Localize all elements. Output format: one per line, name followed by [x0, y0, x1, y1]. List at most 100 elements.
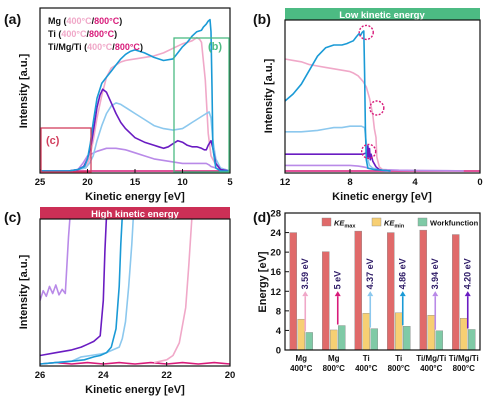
bar-bar_ke_max-3	[387, 232, 395, 351]
x-tick-label: 0	[477, 177, 482, 188]
legend-ti-close: )	[114, 29, 117, 39]
legend-mg-name: Mg	[48, 16, 61, 26]
series-line-timgti400	[40, 219, 71, 301]
panel-a-ylabel: Intensity [a.u.]	[18, 53, 30, 128]
annotation-arrowhead-1	[334, 291, 341, 297]
series-line-ti800	[284, 30, 391, 172]
bar-bar_wf-4	[435, 330, 443, 351]
panel-a-legend: Mg (400°C/800°C) Ti (400°C/800°C) Ti/Mg/…	[48, 16, 143, 52]
y-tick-label: 16	[270, 267, 281, 278]
legend-row-timgti: Ti/Mg/Ti (400°C/800°C)	[48, 42, 143, 52]
bar-bar_ke_max-0	[289, 232, 297, 351]
series-line-ti400	[285, 125, 391, 172]
legend-name: Workfunction	[430, 219, 479, 228]
annotation-label-4: 3.94 eV	[430, 258, 440, 289]
x-tick-label: 20	[82, 177, 93, 188]
legend-row-mg: Mg (400°C/800°C)	[48, 16, 122, 26]
bar-bar_ke_max-5	[452, 234, 460, 351]
y-tick-label: 20	[270, 248, 281, 259]
legend-name: KE	[384, 219, 395, 228]
x-tick-label: 12	[280, 177, 291, 188]
annotation-label-5: 4.20 eV	[463, 258, 473, 289]
category-label-bottom-5: 800°C	[453, 364, 476, 373]
x-tick-label: 8	[347, 177, 352, 188]
x-tick-label: 10	[177, 177, 188, 188]
legend-mg-sep: /	[92, 16, 95, 26]
x-tick-label: 24	[98, 370, 109, 381]
legend-sub: min	[394, 224, 404, 230]
legend-mg-400: 400°C	[67, 16, 93, 26]
annotation-arrowhead-4	[432, 291, 439, 297]
legend-ti-800: 800°C	[89, 29, 115, 39]
bar-bar_wf-2	[370, 328, 378, 351]
bar-bar_ke_max-1	[322, 251, 330, 351]
bar-bar_ke_min-5	[460, 317, 468, 351]
category-label-top-1: Mg	[328, 354, 340, 363]
legend-label-bar_ke_min: KEmin	[384, 219, 405, 230]
series-line-mg400	[153, 219, 193, 364]
legend-swatch-bar_wf	[417, 217, 428, 227]
legend-row-ti: Ti (400°C/800°C)	[48, 29, 117, 39]
legend-timgti-800: 800°C	[115, 42, 141, 52]
legend-mg-close: )	[119, 16, 122, 26]
legend-timgti-400: 400°C	[87, 42, 113, 52]
series-line-timgti800	[285, 145, 391, 172]
annotation-label-1: 5 eV	[333, 271, 343, 290]
series-line-ti800	[40, 18, 230, 172]
panel-a-xlabel: Kinetic energy [eV]	[85, 191, 185, 203]
bar-bar_ke_min-2	[362, 313, 370, 351]
panel-label-b: (b)	[253, 11, 271, 27]
y-tick-label: 0	[276, 346, 281, 357]
bar-bar_ke_max-2	[354, 230, 362, 351]
inset-box-b	[173, 37, 230, 173]
category-label-top-5: Ti/Mg/Ti	[449, 354, 479, 363]
x-tick-label: 20	[225, 370, 236, 381]
legend-timgti-close: )	[140, 42, 143, 52]
bar-bar_ke_max-4	[419, 229, 427, 351]
y-tick-label: 24	[270, 228, 281, 239]
panel-b-ylabel: Intensity [a.u.]	[263, 58, 275, 133]
inset-label-c: (c)	[46, 135, 60, 147]
category-label-top-0: Mg	[295, 354, 307, 363]
series-line-ti400	[40, 102, 231, 172]
category-label-bottom-0: 400°C	[290, 364, 313, 373]
y-tick-label: 8	[276, 306, 281, 317]
series-line-mg400	[40, 36, 231, 172]
x-tick-label: 25	[35, 177, 46, 188]
x-tick-label: 26	[35, 370, 46, 381]
panel-b-banner	[285, 8, 480, 20]
legend-label-bar_wf: Workfunction	[430, 219, 479, 228]
panel-c-chart: High kinetic energy 26 24 22 20 Kinetic ene…	[18, 207, 235, 396]
x-tick-label: 22	[161, 370, 172, 381]
legend-timgti-open: (	[82, 42, 88, 52]
highlight-circle-2	[369, 100, 385, 116]
annotation-label-3: 4.86 eV	[398, 258, 408, 289]
panel-c-banner	[40, 207, 230, 219]
panel-label-c: (c)	[4, 209, 21, 225]
bar-bar_ke_min-1	[330, 329, 338, 351]
inset-label-b: (b)	[208, 41, 222, 53]
legend-ti-400: 400°C	[61, 29, 87, 39]
panel-d-frame	[284, 212, 481, 351]
category-label-bottom-3: 800°C	[388, 364, 411, 373]
panel-b-chart: Low kinetic energy 12 8 4 0 Kinetic energy …	[263, 8, 483, 203]
legend-timgti-sep: /	[112, 42, 115, 52]
legend-mg-800: 800°C	[94, 16, 120, 26]
bar-bar_wf-1	[338, 325, 346, 351]
series-line-timgti800	[40, 219, 108, 357]
legend-label-bar_ke_max: KEmax	[334, 219, 356, 230]
annotation-arrowhead-2	[367, 291, 374, 297]
category-label-top-2: Ti	[363, 354, 370, 363]
y-tick-label: 12	[270, 287, 281, 298]
legend-name: KE	[334, 219, 345, 228]
category-label-top-4: Ti/Mg/Ti	[416, 354, 446, 363]
legend-ti-name: Ti	[48, 29, 56, 39]
legend-mg-open: (	[61, 16, 67, 26]
panel-label-d: (d)	[253, 209, 271, 225]
panel-d-chart: 3.59 eV 5 eV 4.37 eV 4.86 eV 3.94 eV 4.20 eV …	[257, 209, 481, 373]
highlight-circle-1	[358, 24, 374, 41]
highlight-circle-3	[360, 143, 377, 160]
series-line-mg800	[40, 361, 230, 365]
legend-ti-sep: /	[86, 29, 89, 39]
